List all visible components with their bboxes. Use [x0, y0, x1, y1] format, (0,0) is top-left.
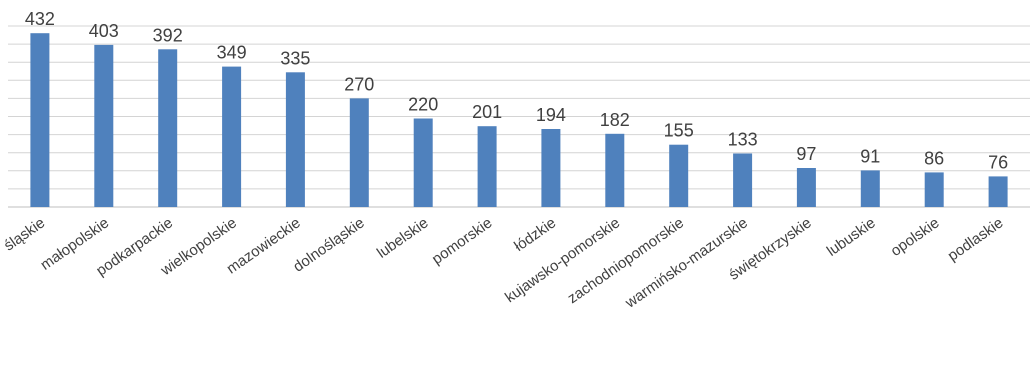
bar-mazowieckie [285, 72, 305, 207]
bar-dolnośląskie [349, 98, 369, 207]
x-tick-label-śląskie: śląskie [1, 214, 48, 254]
x-tick-label-opolskie: opolskie [888, 214, 943, 259]
data-label-lubuskie: 91 [860, 146, 880, 166]
x-tick-label-lubelskie: lubelskie [374, 214, 432, 261]
x-tick-label-kujawsko-pomorskie: kujawsko-pomorskie [502, 214, 623, 306]
bar-podlaskie [988, 176, 1008, 207]
bar-podkarpackie [158, 49, 178, 207]
x-tick-label-podlaskie: podlaskie [945, 214, 1007, 264]
data-label-śląskie: 432 [25, 9, 55, 29]
data-label-świętokrzyskie: 97 [796, 144, 816, 164]
x-tick-label-lubuskie: lubuskie [824, 214, 879, 259]
data-label-pomorskie: 201 [472, 102, 502, 122]
data-label-podkarpackie: 392 [153, 25, 183, 45]
x-tick-label-zachodniopomorskie: zachodniopomorskie [565, 214, 687, 307]
data-label-małopolskie: 403 [89, 21, 119, 41]
data-label-lubelskie: 220 [408, 95, 438, 115]
x-tick-label-pomorskie: pomorskie [429, 214, 495, 268]
bar-łódzkie [541, 129, 561, 207]
data-label-zachodniopomorskie: 155 [664, 121, 694, 141]
bar-pomorskie [477, 126, 497, 207]
data-label-opolskie: 86 [924, 148, 944, 168]
data-label-mazowieckie: 335 [280, 48, 310, 68]
x-tick-label-dolnośląskie: dolnośląskie [290, 214, 367, 275]
x-tick-label-warmińsko-mazurskie: warmińsko-mazurskie [622, 214, 751, 312]
data-label-podlaskie: 76 [988, 152, 1008, 172]
data-label-wielkopolskie: 349 [217, 43, 247, 63]
data-label-dolnośląskie: 270 [344, 74, 374, 94]
data-labels: 432 403 392 349 335 270 220 201 194 182 155 133 97 91… [25, 9, 1008, 172]
bar-opolskie [924, 172, 944, 207]
x-tick-label-łódzkie: łódzkie [511, 214, 559, 255]
x-axis-tick-labels: śląskiemałopolskiepodkarpackiewielkopols… [1, 214, 1007, 312]
bar-zachodniopomorskie [669, 144, 689, 207]
bars [30, 33, 1008, 208]
data-label-łódzkie: 194 [536, 105, 566, 125]
bar-warmińsko-mazurskie [733, 153, 753, 207]
data-label-warmińsko-mazurskie: 133 [728, 130, 758, 150]
bar-wielkopolskie [222, 66, 242, 207]
bar-małopolskie [94, 44, 114, 208]
bar-świętokrzyskie [796, 168, 816, 207]
gridlines [8, 25, 1030, 208]
bar-kujawsko-pomorskie [605, 133, 625, 207]
data-label-kujawsko-pomorskie: 182 [600, 110, 630, 130]
bar-śląskie [30, 33, 50, 208]
bar-lubuskie [860, 170, 880, 207]
bar-lubelskie [413, 118, 433, 207]
